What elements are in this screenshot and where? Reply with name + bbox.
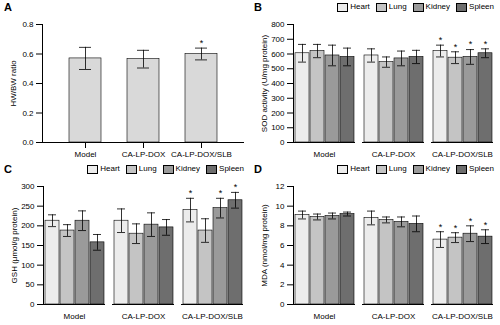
svg-text:800: 800: [271, 20, 285, 29]
svg-text:*: *: [189, 188, 193, 198]
svg-text:*: *: [200, 38, 204, 48]
html-text:Heart: Heart: [100, 164, 120, 174]
svg-text:CA-LP-DOX: CA-LP-DOX: [372, 150, 416, 159]
svg-text:0: 0: [280, 300, 285, 309]
svg-text:Model: Model: [75, 150, 97, 159]
html-text:Spleen: Spleen: [469, 2, 494, 12]
svg-text:*: *: [484, 220, 488, 230]
html-text:A: A: [4, 1, 12, 13]
svg-text:500: 500: [271, 64, 285, 73]
svg-text:HW/BW ratio: HW/BW ratio: [9, 60, 18, 107]
svg-text:0.0: 0.0: [22, 138, 34, 147]
svg-text:300: 300: [21, 182, 35, 191]
svg-text:*: *: [234, 182, 238, 192]
html-text:Lung: Lung: [388, 2, 407, 12]
svg-text:Model: Model: [314, 150, 336, 159]
html-text:Spleen: Spleen: [469, 164, 494, 174]
svg-text:150: 150: [21, 241, 35, 250]
html-text:Heart: Heart: [350, 164, 370, 174]
html-text:Lung: Lung: [388, 164, 407, 174]
svg-text:*: *: [454, 223, 458, 233]
svg-text:*: *: [484, 39, 488, 49]
svg-text:CA-LP-DOX: CA-LP-DOX: [372, 312, 416, 321]
svg-text:GSH (μmol/g protein): GSH (μmol/g protein): [10, 207, 19, 283]
svg-text:4: 4: [280, 261, 285, 270]
svg-text:Model: Model: [314, 312, 336, 321]
svg-text:*: *: [454, 42, 458, 52]
html-text:Heart: Heart: [350, 2, 370, 12]
svg-text:10: 10: [276, 202, 285, 211]
html-text:Kidney: Kidney: [425, 2, 451, 12]
svg-text:0.2: 0.2: [22, 109, 34, 118]
svg-text:CA-LP-DOX: CA-LP-DOX: [122, 312, 166, 321]
svg-text:*: *: [219, 188, 223, 198]
svg-text:CA-LP-DOX/SLB: CA-LP-DOX/SLB: [171, 150, 232, 159]
svg-text:200: 200: [21, 221, 35, 230]
svg-text:*: *: [469, 216, 473, 226]
svg-text:250: 250: [21, 202, 35, 211]
html-text:Lung: Lung: [138, 164, 157, 174]
svg-text:600: 600: [271, 50, 285, 59]
html-text:Kidney: Kidney: [425, 164, 451, 174]
svg-text:0.8: 0.8: [22, 20, 34, 29]
svg-text:SOD activity (U/mg protein): SOD activity (U/mg protein): [260, 34, 269, 132]
html-text:C: C: [4, 163, 12, 175]
svg-text:CA-LP-DOX/SLB: CA-LP-DOX/SLB: [182, 312, 243, 321]
svg-text:CA-LP-DOX/SLB: CA-LP-DOX/SLB: [432, 312, 493, 321]
svg-text:Model: Model: [64, 312, 86, 321]
svg-text:0: 0: [280, 138, 285, 147]
svg-text:CA-LP-DOX/SLB: CA-LP-DOX/SLB: [432, 150, 493, 159]
svg-text:0: 0: [30, 300, 35, 309]
svg-text:50: 50: [26, 280, 35, 289]
html-text:D: D: [254, 163, 262, 175]
html-text:B: B: [254, 1, 262, 13]
svg-text:*: *: [439, 222, 443, 232]
svg-text:100: 100: [21, 261, 35, 270]
svg-text:2: 2: [280, 280, 285, 289]
svg-text:400: 400: [271, 79, 285, 88]
svg-text:100: 100: [271, 123, 285, 132]
svg-text:MDA (nmol/mg protein): MDA (nmol/mg protein): [260, 204, 269, 287]
svg-text:12: 12: [276, 182, 285, 191]
svg-text:*: *: [469, 39, 473, 49]
svg-text:200: 200: [271, 109, 285, 118]
svg-text:700: 700: [271, 35, 285, 44]
svg-text:0.4: 0.4: [22, 79, 34, 88]
html-text:Kidney: Kidney: [175, 164, 201, 174]
svg-text:0.6: 0.6: [22, 50, 34, 59]
svg-text:6: 6: [280, 241, 285, 250]
svg-text:CA-LP-DOX: CA-LP-DOX: [122, 150, 166, 159]
svg-text:*: *: [439, 35, 443, 45]
html-text:Spleen: Spleen: [219, 164, 244, 174]
svg-text:300: 300: [271, 94, 285, 103]
svg-text:8: 8: [280, 221, 285, 230]
